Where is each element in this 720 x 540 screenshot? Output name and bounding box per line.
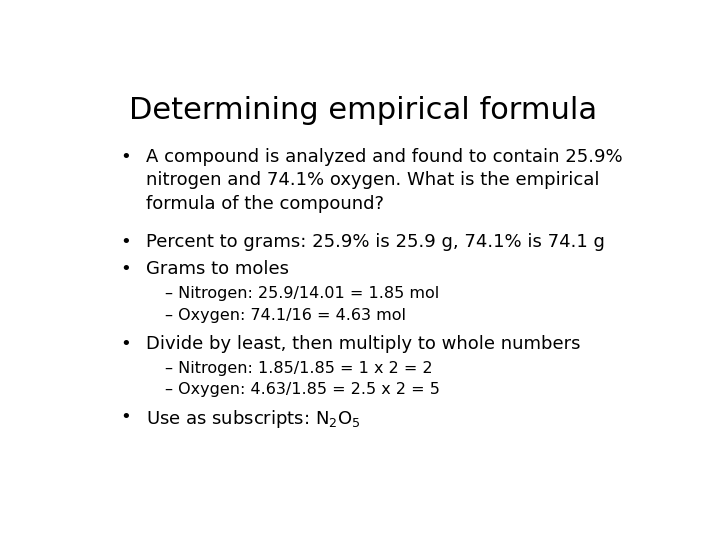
Text: •: • — [121, 260, 132, 278]
Text: Determining empirical formula: Determining empirical formula — [129, 96, 597, 125]
Text: Use as subscripts: $\mathregular{N_2O_5}$: Use as subscripts: $\mathregular{N_2O_5}… — [145, 408, 360, 430]
Text: Grams to moles: Grams to moles — [145, 260, 289, 278]
Text: Percent to grams: 25.9% is 25.9 g, 74.1% is 74.1 g: Percent to grams: 25.9% is 25.9 g, 74.1%… — [145, 233, 605, 251]
Text: – Oxygen: 74.1/16 = 4.63 mol: – Oxygen: 74.1/16 = 4.63 mol — [166, 308, 406, 323]
Text: – Nitrogen: 1.85/1.85 = 1 x 2 = 2: – Nitrogen: 1.85/1.85 = 1 x 2 = 2 — [166, 361, 433, 376]
Text: – Nitrogen: 25.9/14.01 = 1.85 mol: – Nitrogen: 25.9/14.01 = 1.85 mol — [166, 286, 440, 301]
Text: •: • — [121, 335, 132, 353]
Text: A compound is analyzed and found to contain 25.9%
nitrogen and 74.1% oxygen. Wha: A compound is analyzed and found to cont… — [145, 148, 622, 213]
Text: – Oxygen: 4.63/1.85 = 2.5 x 2 = 5: – Oxygen: 4.63/1.85 = 2.5 x 2 = 5 — [166, 382, 440, 397]
Text: •: • — [121, 408, 132, 426]
Text: •: • — [121, 233, 132, 251]
Text: •: • — [121, 148, 132, 166]
Text: Divide by least, then multiply to whole numbers: Divide by least, then multiply to whole … — [145, 335, 580, 353]
